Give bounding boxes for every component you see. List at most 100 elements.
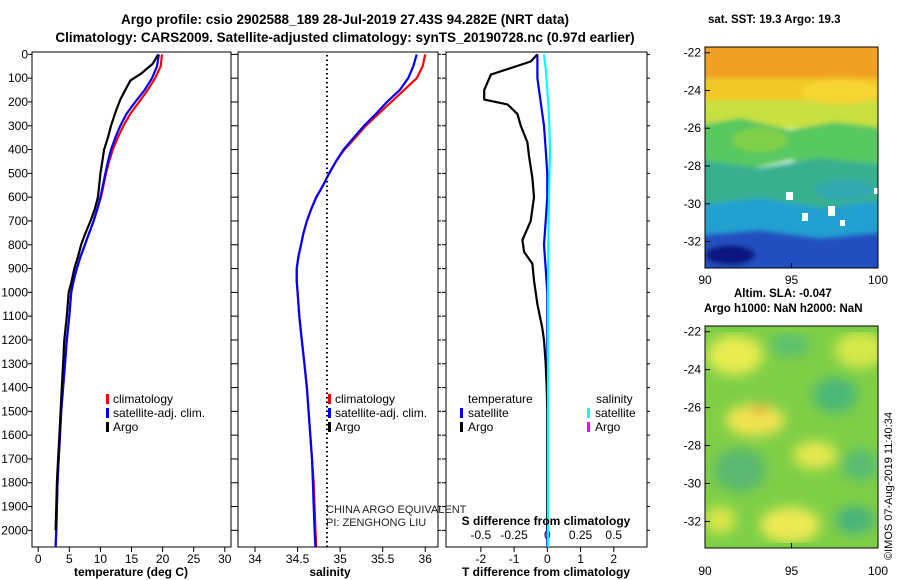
x-tick-label: 15 xyxy=(125,552,139,566)
x-tick-label: 25 xyxy=(187,552,201,566)
y-tick-label: 1100 xyxy=(2,309,28,323)
salinity-annotation-2: PI: ZENGHONG LIU xyxy=(326,517,426,529)
legend-title-salinity: salinity xyxy=(596,392,633,406)
x-tick-label: 0 xyxy=(35,552,42,566)
x-tick-label: 30 xyxy=(218,552,232,566)
salinity-panel-frame xyxy=(237,51,439,548)
y-tick-label: 1800 xyxy=(1,476,28,490)
map-x-tick-label: 95 xyxy=(785,273,799,287)
y-tick-label: 1200 xyxy=(1,333,28,347)
figure-title-line1: Argo profile: csio 2902588_189 28-Jul-20… xyxy=(121,12,569,27)
legend-label-climatology: climatology xyxy=(113,392,173,406)
legend-label-t-satellite: satellite xyxy=(468,406,509,420)
series-line-t-argo xyxy=(483,53,549,531)
legend-label-s-satellite: satellite xyxy=(595,406,636,420)
x-tick-label: 35.5 xyxy=(371,552,395,566)
legend-swatch-satellite xyxy=(106,408,109,418)
legend-label-s-argo: Argo xyxy=(595,420,621,434)
map-y-tick-label: -24 xyxy=(684,363,702,377)
map-y-tick-label: -26 xyxy=(684,121,702,135)
x-tick-label: 10 xyxy=(94,552,108,566)
map-x-tick-label: 90 xyxy=(698,273,712,287)
difference-xlabel: T difference from climatology xyxy=(462,565,630,579)
salinity-legend: climatology satellite-adj. clim. Argo CH… xyxy=(326,392,467,529)
y-tick-label: 200 xyxy=(8,95,28,109)
series-line-s-satellite xyxy=(542,54,552,547)
y-tick-label: 400 xyxy=(8,143,28,157)
salinity-xlabel: salinity xyxy=(309,565,351,579)
y-tick-label: 2000 xyxy=(1,523,28,537)
x2-tick-label: 0.25 xyxy=(569,528,593,542)
temperature-panel-frame xyxy=(31,51,232,548)
difference-x2label: S difference from climatology xyxy=(462,514,631,528)
legend-label-satellite: satellite-adj. clim. xyxy=(335,406,427,420)
y-tick-label: 0 xyxy=(21,47,28,61)
y-tick-label: 600 xyxy=(8,190,28,204)
legend-swatch-argo xyxy=(106,422,109,432)
sla-map xyxy=(705,326,878,548)
map-axes: -22 -24 -26 -28 -30 -32 90 95 100 -22 -24 -26 -28 -30… xyxy=(684,46,889,578)
map-y-tick-label: -32 xyxy=(684,514,702,528)
x-tick-label: 5 xyxy=(66,552,73,566)
x2-tick-label: -0.5 xyxy=(471,528,492,542)
sla-panel-title: Altim. SLA: -0.047 xyxy=(734,288,832,300)
x-tick-label: 34.5 xyxy=(286,552,310,566)
x-tick-label: 35 xyxy=(333,552,347,566)
y-tick-label: 100 xyxy=(8,71,28,85)
map-y-tick-label: -30 xyxy=(684,476,702,490)
legend-label-satellite: satellite-adj. clim. xyxy=(113,406,205,420)
difference-legend: temperature salinity satellite Argo sate… xyxy=(460,392,636,434)
legend-swatch-satellite xyxy=(328,408,331,418)
legend-swatch-argo xyxy=(328,422,331,432)
y-tick-label: 1400 xyxy=(1,381,28,395)
map-y-tick-label: -24 xyxy=(684,83,702,97)
x-tick-label: 2 xyxy=(610,552,617,566)
x2-tick-label: -0.25 xyxy=(500,528,528,542)
x-tick-label: 20 xyxy=(156,552,170,566)
map-y-tick-label: -30 xyxy=(684,197,702,211)
difference-plot: -2 -1 0 1 2-0.5 -0.25 0 0.25 0.5 xyxy=(442,53,650,566)
y-tick-label: 1700 xyxy=(1,452,28,466)
x-tick-label: 34 xyxy=(248,552,262,566)
y-tick-label: 700 xyxy=(8,214,28,228)
sst-panel-title: sat. SST: 19.3 Argo: 19.3 xyxy=(708,14,841,26)
x-tick-label: 1 xyxy=(577,552,584,566)
y-tick-label: 1300 xyxy=(1,357,28,371)
map-y-tick-label: -28 xyxy=(684,439,702,453)
legend-swatch-s-argo xyxy=(587,422,590,432)
salinity-plot: 34 34.5 35 35.5 36 xyxy=(234,53,441,566)
y-tick-label: 500 xyxy=(8,166,28,180)
series-line-t-satellite xyxy=(536,54,549,547)
map-x-tick-label: 95 xyxy=(785,564,799,578)
sst-map xyxy=(705,47,878,268)
legend-label-argo: Argo xyxy=(113,420,139,434)
map-y-tick-label: -32 xyxy=(684,235,702,249)
map-y-tick-label: -22 xyxy=(684,46,702,60)
temperature-plot: 0 5 10 15 20 25 300100200300400500600700800900… xyxy=(1,47,234,566)
y-tick-label: 900 xyxy=(8,262,28,276)
y-tick-label: 300 xyxy=(8,119,28,133)
legend-swatch-s-satellite xyxy=(587,408,590,418)
x-tick-label: 0 xyxy=(544,552,551,566)
map-x-tick-label: 100 xyxy=(868,564,888,578)
y-tick-label: 1600 xyxy=(1,428,28,442)
temperature-xlabel: temperature (deg C) xyxy=(74,565,188,579)
series-line-argo xyxy=(54,53,160,531)
sla-panel-title-2: Argo h1000: NaN h2000: NaN xyxy=(704,303,863,315)
temperature-legend: climatology satellite-adj. clim. Argo xyxy=(106,392,205,434)
legend-swatch-climatology xyxy=(106,394,109,404)
x-tick-label: -2 xyxy=(476,552,487,566)
legend-swatch-t-argo xyxy=(460,422,463,432)
legend-title-temperature: temperature xyxy=(468,392,533,406)
figure-title-line2: Climatology: CARS2009. Satellite-adjuste… xyxy=(55,30,635,45)
series-line-satellite-adj-clim- xyxy=(295,54,418,548)
legend-label-climatology: climatology xyxy=(335,392,395,406)
y-tick-label: 1900 xyxy=(1,500,28,514)
map-y-tick-label: -22 xyxy=(684,325,702,339)
map-y-tick-label: -26 xyxy=(684,401,702,415)
map-x-tick-label: 90 xyxy=(698,564,712,578)
y-tick-label: 800 xyxy=(8,238,28,252)
legend-swatch-t-satellite xyxy=(460,408,463,418)
salinity-annotation-1: CHINA ARGO EQUIVALENT xyxy=(326,504,467,516)
